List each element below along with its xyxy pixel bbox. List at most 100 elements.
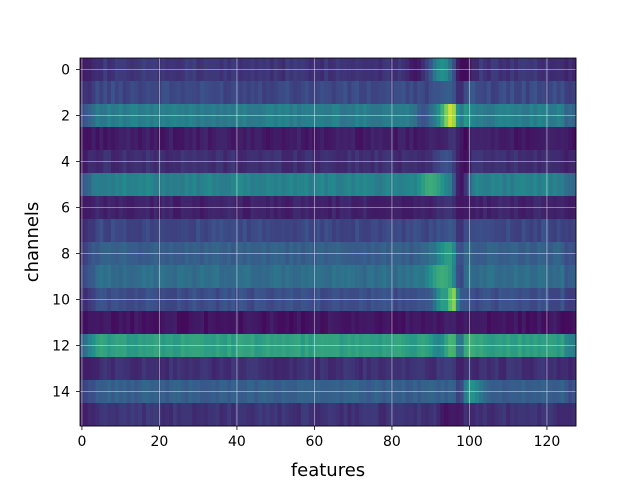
heatmap-cell: [204, 265, 209, 289]
heatmap-cell: [320, 357, 325, 381]
heatmap-cell: [432, 311, 437, 335]
heatmap-cell: [409, 357, 414, 381]
heatmap-cell: [401, 403, 406, 427]
heatmap-cell: [308, 265, 313, 289]
heatmap-cell: [281, 173, 286, 197]
heatmap-cell: [180, 403, 186, 427]
heatmap-cell: [293, 311, 298, 335]
heatmap-cell: [335, 357, 341, 381]
heatmap-cell: [223, 81, 228, 105]
heatmap-cell: [320, 403, 325, 427]
heatmap-cell: [517, 127, 523, 151]
heatmap-cell: [424, 173, 430, 197]
heatmap-cell: [289, 357, 294, 381]
heatmap-cell: [231, 173, 236, 197]
heatmap-cell: [510, 81, 515, 105]
heatmap-cell: [258, 311, 263, 335]
heatmap-cell: [479, 81, 484, 105]
heatmap-cell: [254, 357, 259, 381]
heatmap-cell: [246, 81, 251, 105]
heatmap-cell: [471, 127, 476, 151]
heatmap-cell: [118, 357, 124, 381]
heatmap-cell: [331, 219, 337, 243]
heatmap-cell: [180, 173, 186, 197]
heatmap-cell: [107, 311, 112, 335]
heatmap-cell: [118, 265, 124, 289]
heatmap-cell: [517, 173, 523, 197]
heatmap-cell: [250, 173, 255, 197]
heatmap-cell: [568, 127, 573, 151]
heatmap-cell: [95, 403, 100, 427]
heatmap-cell: [568, 357, 573, 381]
heatmap-cell: [335, 265, 341, 289]
heatmap-cell: [297, 403, 302, 427]
heatmap-cell: [463, 357, 468, 381]
heatmap-cell: [196, 127, 201, 151]
heatmap-cell: [320, 173, 325, 197]
heatmap-cell: [308, 357, 313, 381]
heatmap-cell: [351, 357, 356, 381]
heatmap-cell: [397, 311, 403, 335]
heatmap-cell: [514, 265, 519, 289]
heatmap-cell: [331, 403, 337, 427]
y-tick-label: 4: [61, 155, 70, 171]
y-axis-ticks: 0 2 4 6 8 10 12 14: [52, 63, 80, 401]
heatmap-cell: [153, 173, 158, 197]
heatmap-cell: [548, 219, 554, 243]
heatmap-cell: [122, 265, 127, 289]
heatmap-cell: [378, 173, 383, 197]
heatmap-cell: [180, 311, 186, 335]
heatmap-cell: [366, 265, 372, 289]
heatmap-cell: [479, 127, 484, 151]
heatmap-cell: [215, 81, 220, 105]
heatmap-cell: [444, 173, 449, 197]
heatmap-cell: [564, 357, 569, 381]
heatmap-cell: [277, 127, 282, 151]
heatmap-cell: [525, 127, 530, 151]
heatmap-cell: [83, 265, 89, 289]
heatmap-cell: [339, 311, 344, 335]
heatmap-cell: [506, 311, 511, 335]
heatmap-cell: [300, 173, 306, 197]
heatmap-cell: [529, 81, 534, 105]
heatmap-cell: [111, 81, 116, 105]
heatmap-cell: [521, 219, 527, 243]
heatmap-cell: [355, 127, 360, 151]
heatmap-cell: [386, 311, 391, 335]
heatmap-cell: [436, 173, 441, 197]
heatmap-cell: [556, 311, 561, 335]
heatmap-cell: [262, 265, 267, 289]
heatmap-cell: [498, 173, 503, 197]
heatmap-cell: [176, 357, 182, 381]
heatmap-cell: [355, 219, 360, 243]
heatmap-cell: [95, 357, 100, 381]
heatmap-cell: [479, 173, 484, 197]
heatmap-cell: [452, 219, 457, 243]
heatmap-cell: [386, 265, 391, 289]
heatmap-cell: [548, 173, 554, 197]
heatmap-cell: [448, 219, 453, 243]
heatmap-cell: [533, 219, 538, 243]
heatmap-cell: [479, 265, 484, 289]
heatmap-cell: [436, 127, 441, 151]
heatmap-cell: [370, 311, 375, 335]
heatmap-cell: [347, 403, 352, 427]
heatmap-cell: [541, 173, 546, 197]
heatmap-cell: [421, 173, 426, 197]
heatmap-cell: [200, 403, 205, 427]
heatmap-cell: [246, 265, 251, 289]
heatmap-cell: [424, 127, 430, 151]
heatmap-cell: [91, 311, 96, 335]
heatmap-cell: [300, 311, 306, 335]
heatmap-cell: [564, 311, 569, 335]
heatmap-cell: [262, 127, 267, 151]
heatmap-cell: [91, 403, 96, 427]
heatmap-cell: [537, 219, 542, 243]
heatmap-cell: [95, 81, 100, 105]
heatmap-cell: [413, 173, 418, 197]
heatmap-cell: [153, 219, 158, 243]
heatmap-cell: [293, 127, 298, 151]
heatmap-cell: [165, 219, 170, 243]
heatmap-cell: [568, 173, 573, 197]
heatmap-cell: [122, 81, 127, 105]
